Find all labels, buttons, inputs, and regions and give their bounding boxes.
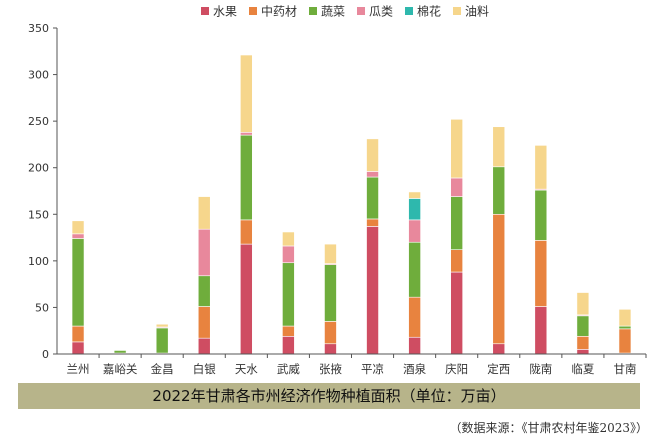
bar-segment-陇南-蔬菜	[534, 189, 548, 241]
legend-label-3: 瓜类	[369, 5, 393, 19]
bar-segment-陇南-油料	[534, 145, 548, 190]
x-tick-label-平凉: 平凉	[361, 362, 384, 376]
x-tick-label-嘉峪关: 嘉峪关	[103, 362, 138, 376]
bar-segment-白银-蔬菜	[197, 275, 211, 307]
bar-segment-陇南-水果	[534, 306, 548, 355]
bar-segment-临夏-油料	[576, 292, 590, 316]
bar-segment-天水-中药材	[240, 219, 253, 245]
bar-segment-兰州-水果	[71, 341, 85, 355]
y-tick-label: 100	[28, 255, 49, 268]
bar-segment-定西-中药材	[492, 213, 506, 345]
bar-segment-庆阳-瓜类	[450, 177, 463, 197]
bar-segment-武威-中药材	[282, 325, 295, 337]
bar-segment-酒泉-水果	[408, 336, 421, 355]
legend-label-0: 水果	[213, 5, 237, 19]
bar-segment-白银-瓜类	[197, 228, 211, 277]
bar-segment-武威-水果	[282, 336, 295, 355]
chart-title: 2022年甘肃各市州经济作物种植面积（单位：万亩）	[18, 383, 640, 409]
bar-segment-天水-水果	[240, 243, 253, 355]
y-axis: 0 50 100 150 200 250 300 350	[28, 22, 58, 361]
x-tick-label-金昌: 金昌	[151, 362, 174, 376]
bar-segment-张掖-蔬菜	[324, 264, 337, 322]
bar-segment-平凉-水果	[366, 226, 379, 355]
bar-segment-定西-蔬菜	[492, 166, 506, 215]
x-tick-label-武威: 武威	[277, 362, 300, 376]
bar-segment-临夏-中药材	[576, 336, 590, 350]
bar-segment-酒泉-油料	[408, 191, 421, 199]
y-tick-label: 150	[28, 208, 49, 221]
bar-segment-天水-瓜类	[240, 132, 253, 136]
bar-segment-庆阳-水果	[450, 271, 463, 355]
y-tick-label: 300	[28, 69, 49, 82]
bar-segment-庆阳-油料	[450, 118, 463, 179]
bar-segment-金昌-油料	[155, 323, 169, 328]
legend-label-5: 油料	[465, 5, 489, 19]
x-axis: 兰州 嘉峪关 金昌 白银 天水 武威 张掖 平凉 酒泉 庆阳 定西 陇南 临夏 甘南	[57, 353, 647, 376]
x-tick-label-张掖: 张掖	[319, 362, 342, 376]
bar-segment-武威-油料	[282, 231, 295, 247]
bars-area	[71, 54, 632, 355]
bar-segment-临夏-水果	[576, 349, 590, 355]
bar-segment-平凉-油料	[366, 138, 379, 172]
bar-segment-酒泉-棉花	[408, 198, 421, 221]
bar-segment-平凉-瓜类	[366, 171, 379, 178]
x-tick-label-临夏: 临夏	[571, 362, 594, 376]
bar-segment-酒泉-中药材	[408, 296, 421, 338]
legend-swatch-3	[357, 7, 365, 15]
bar-segment-兰州-瓜类	[71, 233, 85, 239]
legend-label-2: 蔬菜	[321, 5, 345, 19]
bar-segment-嘉峪关-油料	[113, 349, 127, 351]
bar-segment-平凉-蔬菜	[366, 176, 379, 220]
bar-segment-兰州-中药材	[71, 325, 85, 343]
bar-segment-白银-水果	[197, 337, 211, 355]
bar-segment-金昌-蔬菜	[155, 327, 169, 354]
legend-swatch-5	[453, 7, 461, 15]
bar-segment-庆阳-中药材	[450, 249, 463, 273]
bar-segment-武威-瓜类	[282, 245, 295, 264]
legend-swatch-0	[201, 7, 209, 15]
stacked-bar-chart: 水果 中药材 蔬菜 瓜类 棉花 油料 0 50 100 150 200 250 300 350 兰州 嘉峪…	[28, 4, 647, 376]
bar-segment-白银-中药材	[197, 306, 211, 339]
bar-segment-武威-蔬菜	[282, 262, 295, 327]
x-tick-label-酒泉: 酒泉	[403, 362, 426, 376]
bar-segment-天水-油料	[240, 54, 253, 133]
data-source-note: （数据来源：《甘肃农村年鉴2023》）	[449, 421, 648, 435]
y-tick-label: 0	[42, 348, 49, 361]
legend-label-4: 棉花	[417, 4, 441, 19]
legend-label-1: 中药材	[261, 4, 297, 19]
bar-segment-平凉-中药材	[366, 218, 379, 227]
legend-swatch-4	[405, 7, 413, 15]
y-tick-label: 50	[35, 301, 49, 314]
bar-segment-张掖-油料	[324, 243, 337, 264]
bar-segment-陇南-中药材	[534, 240, 548, 307]
bar-segment-定西-水果	[492, 343, 506, 355]
x-tick-label-天水: 天水	[235, 362, 258, 376]
y-tick-label: 350	[28, 22, 49, 35]
x-tick-label-兰州: 兰州	[67, 362, 90, 376]
bar-segment-张掖-水果	[324, 343, 337, 355]
bar-segment-甘南-蔬菜	[618, 325, 632, 330]
bar-segment-白银-油料	[197, 196, 211, 230]
bar-segment-张掖-中药材	[324, 321, 337, 345]
bar-segment-酒泉-瓜类	[408, 219, 421, 243]
chart-legend: 水果 中药材 蔬菜 瓜类 棉花 油料	[201, 4, 489, 19]
bar-segment-庆阳-蔬菜	[450, 196, 463, 250]
x-tick-label-庆阳: 庆阳	[445, 362, 468, 376]
bar-segment-临夏-蔬菜	[576, 315, 590, 337]
y-tick-label: 200	[28, 162, 49, 175]
bar-segment-甘南-中药材	[618, 328, 632, 354]
bar-segment-兰州-蔬菜	[71, 238, 85, 327]
x-tick-label-白银: 白银	[193, 362, 216, 376]
bar-segment-天水-蔬菜	[240, 134, 253, 221]
y-tick-label: 250	[28, 115, 49, 128]
x-tick-label-甘南: 甘南	[613, 362, 636, 376]
bar-segment-兰州-油料	[71, 220, 85, 235]
bar-segment-定西-油料	[492, 126, 506, 168]
legend-swatch-1	[249, 7, 257, 15]
bar-segment-酒泉-蔬菜	[408, 241, 421, 298]
x-tick-label-定西: 定西	[487, 362, 510, 376]
x-tick-label-陇南: 陇南	[529, 362, 552, 376]
bar-segment-甘南-油料	[618, 308, 632, 327]
legend-swatch-2	[309, 7, 317, 15]
